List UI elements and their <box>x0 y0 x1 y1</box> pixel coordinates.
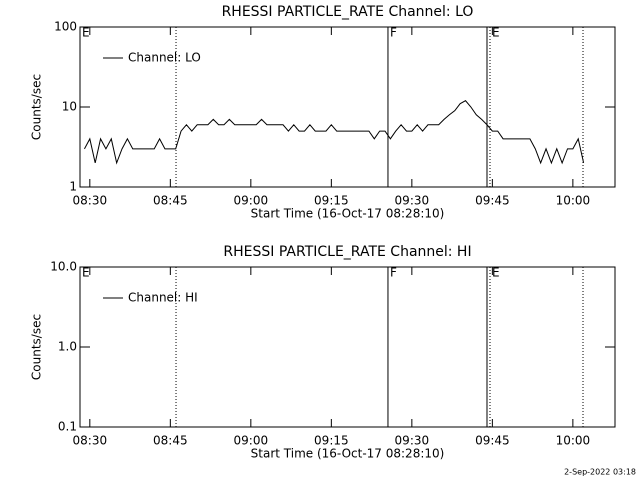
marker-label: E <box>82 266 90 280</box>
x-tick-label: 09:30 <box>395 194 430 208</box>
y-axis-label: Counts/sec <box>30 74 44 140</box>
y-tick-label: 10 <box>62 100 77 114</box>
x-axis-label: Start Time (16-Oct-17 08:28:10) <box>251 447 445 461</box>
chart-title: RHESSI PARTICLE_RATE Channel: HI <box>223 244 471 260</box>
x-tick-label: 10:00 <box>556 434 591 448</box>
x-tick-label: 09:15 <box>314 434 349 448</box>
x-tick-label: 08:30 <box>73 194 108 208</box>
x-tick-label: 09:15 <box>314 194 349 208</box>
y-tick-label: 0.1 <box>58 420 77 434</box>
x-tick-label: 08:30 <box>73 434 108 448</box>
chart-title: RHESSI PARTICLE_RATE Channel: LO <box>222 4 474 20</box>
data-line <box>84 100 585 165</box>
x-tick-label: 09:45 <box>475 194 510 208</box>
x-tick-label: 09:00 <box>234 434 269 448</box>
y-axis-label: Counts/sec <box>30 314 44 380</box>
x-tick-label: 09:30 <box>395 434 430 448</box>
marker-label: F <box>390 26 397 40</box>
marker-label: E <box>492 266 500 280</box>
marker-label: E <box>492 26 500 40</box>
marker-label: E <box>82 26 90 40</box>
x-tick-label: 08:45 <box>153 434 188 448</box>
y-tick-label: 10.0 <box>50 260 77 274</box>
y-tick-label: 100 <box>54 20 77 34</box>
x-tick-label: 09:45 <box>475 434 510 448</box>
x-tick-label: 10:00 <box>556 194 591 208</box>
x-tick-label: 09:00 <box>234 194 269 208</box>
x-tick-label: 08:45 <box>153 194 188 208</box>
legend-label: Channel: HI <box>128 291 198 305</box>
legend-label: Channel: LO <box>128 51 201 65</box>
y-tick-label: 1.0 <box>58 340 77 354</box>
timestamp: 2-Sep-2022 03:18 <box>564 468 636 477</box>
y-tick-label: 1 <box>69 180 77 194</box>
x-axis-label: Start Time (16-Oct-17 08:28:10) <box>251 207 445 221</box>
marker-label: F <box>390 266 397 280</box>
